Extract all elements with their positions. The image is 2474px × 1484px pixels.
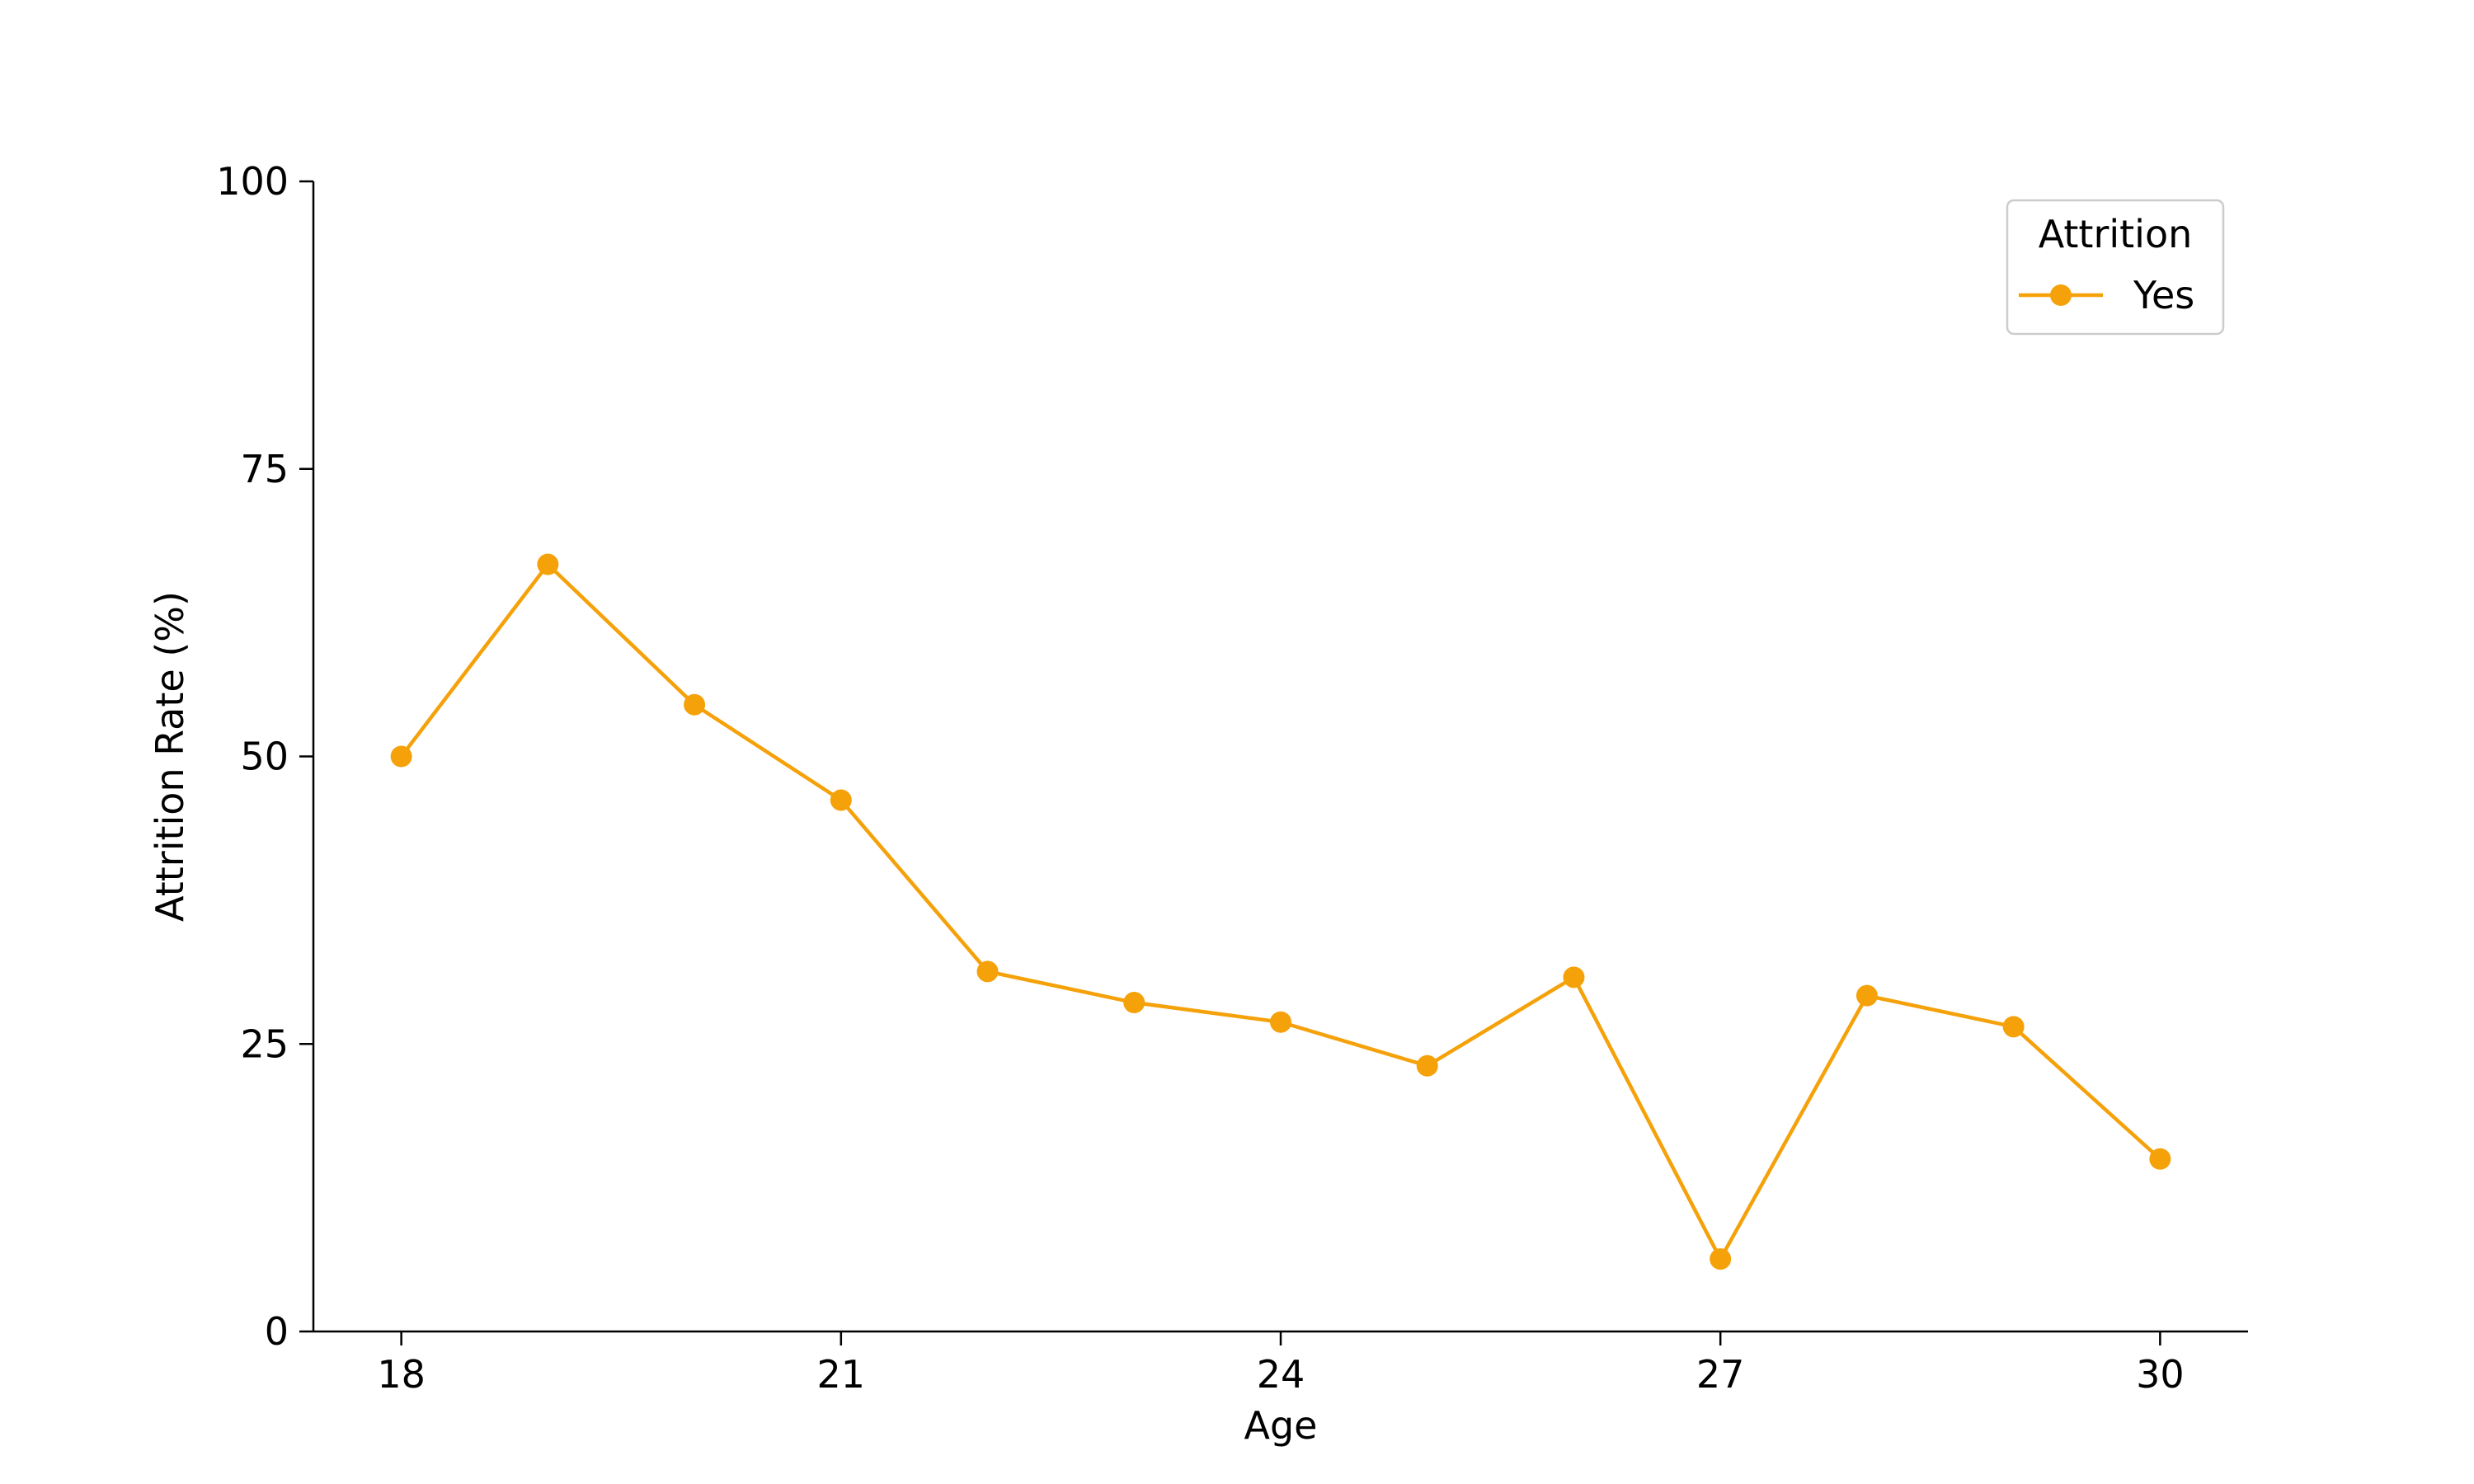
x-tick-label: 18 xyxy=(377,1352,426,1397)
x-tick-label: 27 xyxy=(1696,1352,1745,1397)
data-point xyxy=(1123,992,1145,1014)
data-point xyxy=(1856,984,1878,1007)
x-axis-title: Age xyxy=(1244,1403,1318,1448)
x-tick-label: 21 xyxy=(817,1352,866,1397)
y-tick-label: 25 xyxy=(240,1021,289,1066)
y-tick-label: 100 xyxy=(216,159,289,204)
series-line xyxy=(399,562,2161,1261)
legend-series-marker xyxy=(2050,284,2072,306)
x-tick-label: 24 xyxy=(1257,1352,1305,1397)
legend-series-label: Yes xyxy=(2133,273,2194,317)
legend-title: Attrition xyxy=(2039,212,2193,256)
y-tick-label: 50 xyxy=(240,735,289,779)
x-tick-label: 30 xyxy=(2136,1352,2185,1397)
data-point xyxy=(537,553,559,575)
y-tick-label: 75 xyxy=(240,447,289,491)
data-point xyxy=(1563,966,1585,989)
data-point xyxy=(390,745,412,768)
data-point xyxy=(976,960,999,983)
data-point xyxy=(684,693,706,716)
x-axis-ticks: 18 21 24 27 30 xyxy=(377,1331,2185,1397)
legend: Attrition Yes xyxy=(2006,199,2225,336)
data-point xyxy=(1710,1248,1732,1270)
data-point xyxy=(830,789,852,811)
y-tick-label: 0 xyxy=(265,1309,289,1354)
data-point xyxy=(1270,1011,1291,1033)
y-axis-title: Attrition Rate (%) xyxy=(148,591,192,922)
data-point xyxy=(1416,1054,1438,1077)
series-layer xyxy=(390,553,2171,1270)
y-axis-ticks: 0 25 50 75 100 xyxy=(216,159,313,1354)
data-point xyxy=(2002,1016,2025,1038)
data-point xyxy=(2149,1148,2171,1170)
